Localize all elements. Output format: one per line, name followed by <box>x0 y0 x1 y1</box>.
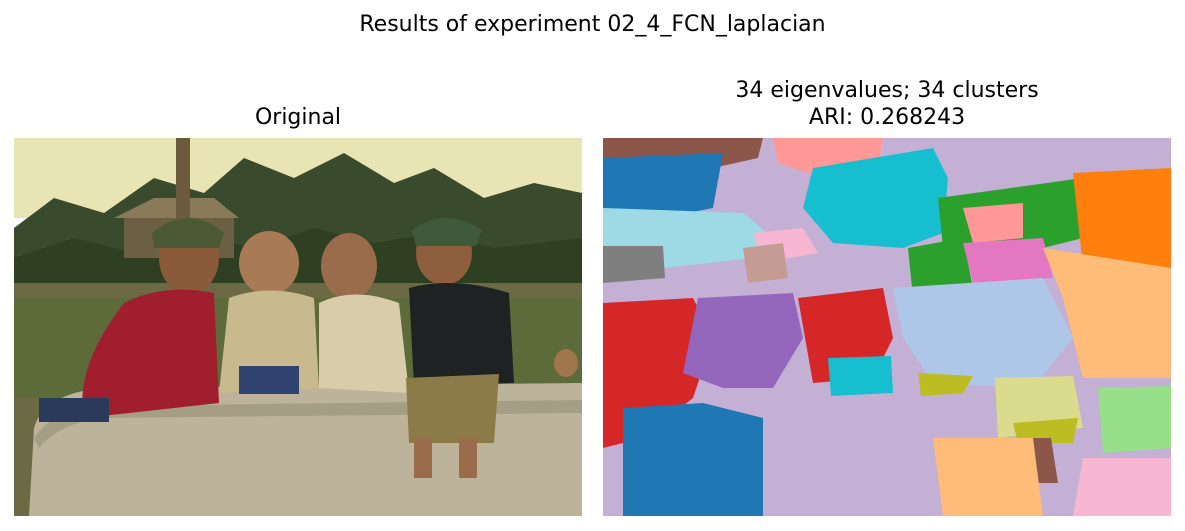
original-panel-title: Original <box>254 105 342 130</box>
clusters-title-line-2: ARI: 0.268243 <box>808 105 966 130</box>
clusters-panel-title: 34 eigenvalues; 34 clusters ARI: 0.26824… <box>603 77 1171 131</box>
cluster-segmentation-image <box>603 138 1171 516</box>
figure-suptitle: Results of experiment 02_4_FCN_laplacian <box>359 12 826 37</box>
original-image <box>14 138 582 516</box>
clusters-title-line-1: 34 eigenvalues; 34 clusters <box>735 78 1039 103</box>
